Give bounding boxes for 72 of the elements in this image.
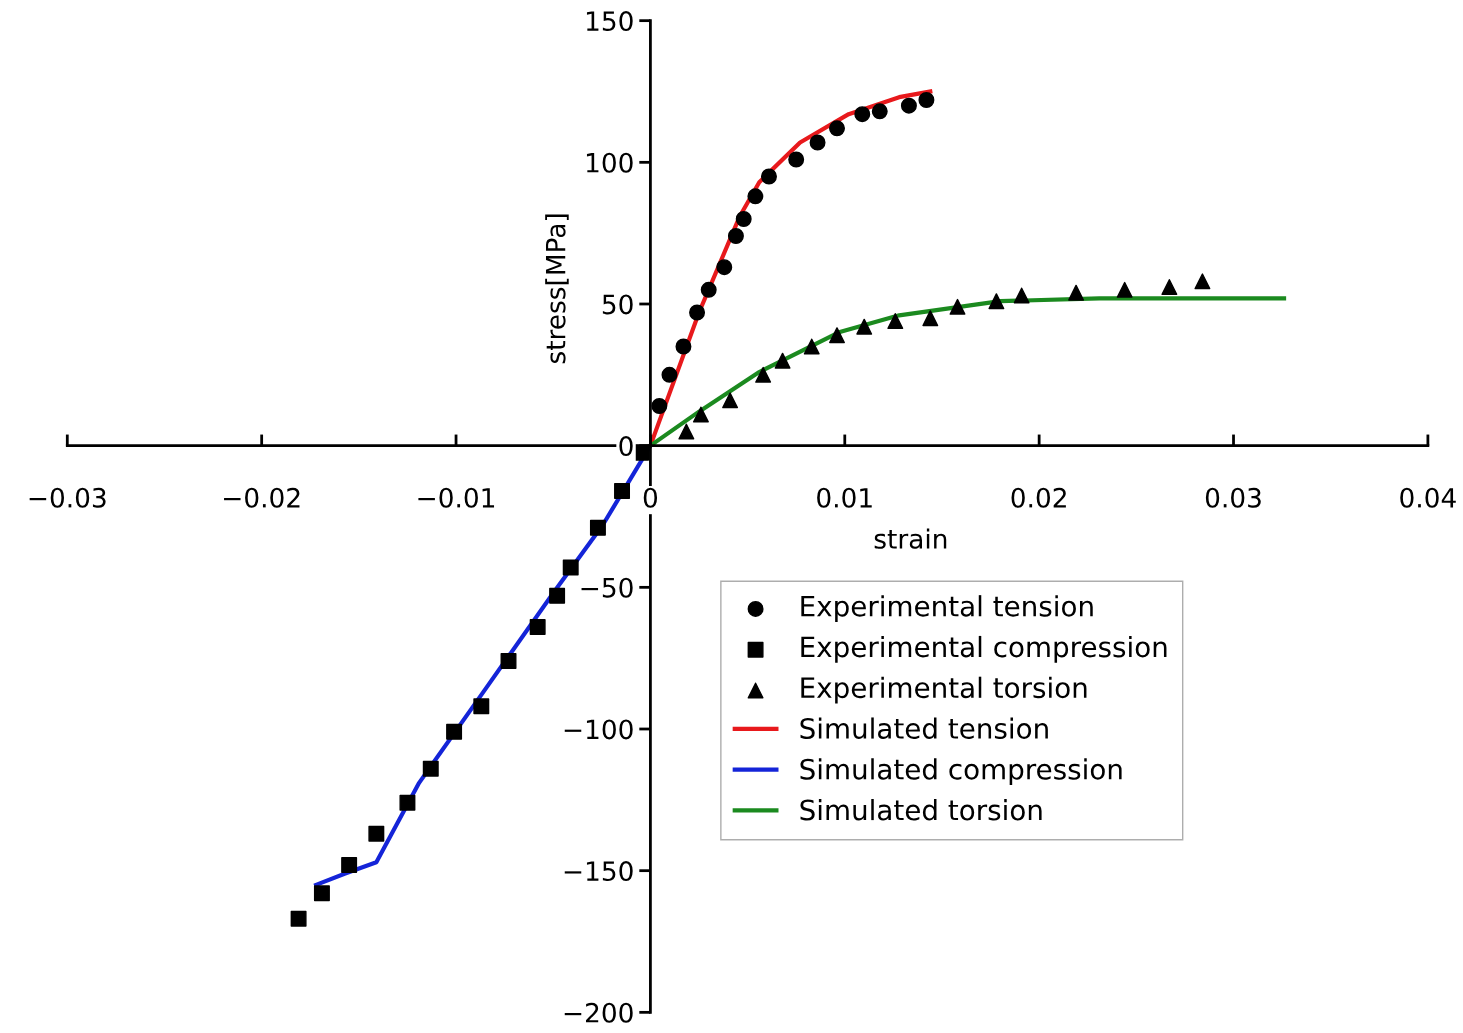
point: [900, 97, 917, 114]
point: [399, 794, 416, 811]
point: [887, 313, 904, 329]
point: [562, 559, 579, 576]
point: [918, 92, 935, 108]
point: [747, 188, 764, 205]
x-tick-label: −0.03: [29, 487, 106, 508]
point: [788, 151, 805, 168]
point: [1161, 279, 1178, 295]
x-axis-title: strain: [874, 528, 947, 549]
point: [809, 134, 826, 151]
point: [692, 406, 709, 423]
point: [1194, 273, 1211, 290]
y-tick-label: 100: [586, 152, 633, 173]
point: [856, 318, 873, 335]
point: [829, 327, 845, 344]
legend-label: Experimental tension: [801, 595, 1093, 623]
point: [313, 885, 330, 902]
point: [700, 281, 717, 298]
x-tick-label: 0.03: [1205, 487, 1261, 508]
point: [1068, 284, 1085, 301]
point: [1116, 281, 1133, 298]
point: [774, 352, 791, 369]
point: [716, 259, 733, 276]
point: [589, 519, 606, 536]
point: [755, 366, 772, 383]
point: [675, 338, 692, 355]
point: [290, 910, 307, 927]
y-tick-label: 50: [602, 294, 633, 315]
y-axis-title: stress[MPa]: [545, 214, 569, 364]
point: [473, 698, 490, 715]
legend-label: Simulated compression: [800, 758, 1122, 786]
point: [803, 338, 820, 355]
y-tick-label: −50: [581, 577, 633, 598]
point: [735, 211, 752, 227]
x-tick-label: −0.01: [418, 487, 495, 508]
legend-label: Simulated tension: [800, 717, 1048, 739]
y-tick-label: 0: [619, 436, 633, 457]
point: [689, 304, 706, 321]
point: [854, 106, 871, 123]
point: [678, 423, 695, 440]
y-tick-label: −150: [564, 861, 633, 882]
point: [500, 653, 517, 669]
point: [949, 298, 966, 315]
point: [1013, 287, 1030, 304]
point: [722, 392, 739, 409]
point: [661, 366, 678, 383]
x-tick-label: 0: [643, 487, 658, 508]
point: [549, 587, 566, 604]
point: [529, 619, 546, 635]
point: [988, 293, 1005, 310]
legend-label: Experimental torsion: [801, 676, 1087, 704]
point: [829, 120, 845, 137]
x-tick-label: −0.02: [224, 487, 300, 508]
point: [422, 760, 439, 777]
y-tick-label: −100: [564, 719, 633, 740]
y-tick-label: −200: [564, 1002, 633, 1023]
x-tick-label: 0.01: [817, 487, 872, 508]
point: [341, 857, 358, 873]
point: [446, 723, 463, 740]
point: [614, 483, 631, 499]
y-tick-label: 150: [586, 11, 633, 32]
legend-label: Simulated torsion: [800, 799, 1042, 821]
x-tick-label: 0.04: [1400, 487, 1456, 508]
point: [651, 398, 668, 414]
point: [368, 825, 385, 842]
legend-label: Experimental compression: [801, 635, 1167, 663]
point: [871, 103, 888, 120]
point: [760, 168, 777, 185]
x-tick-label: 0.02: [1011, 487, 1066, 508]
point: [922, 310, 939, 327]
point: [727, 228, 744, 244]
